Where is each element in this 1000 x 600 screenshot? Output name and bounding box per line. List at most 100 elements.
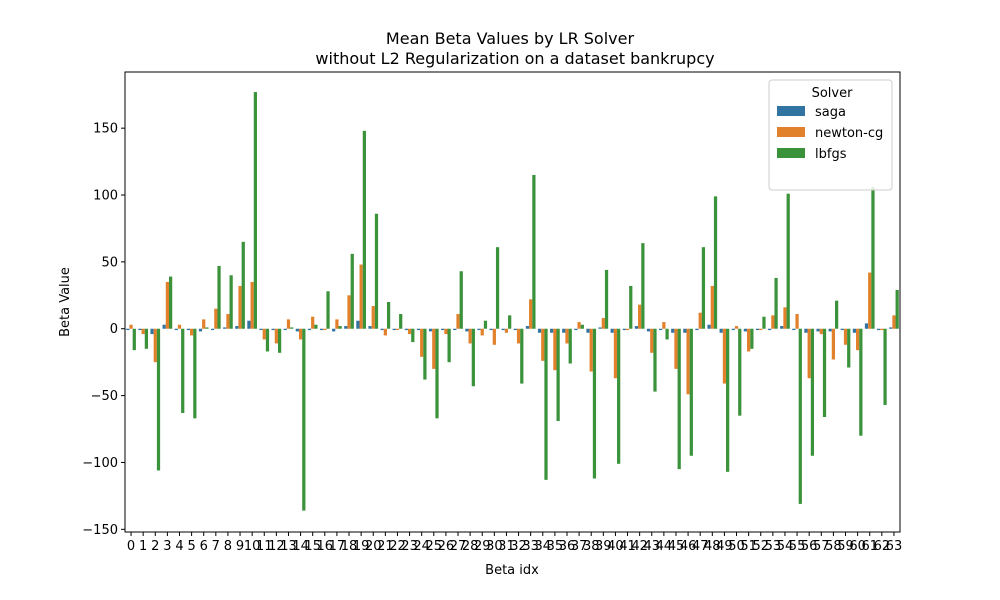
bar-newton-cg-63	[892, 315, 896, 329]
bar-newton-cg-46	[686, 328, 690, 395]
bar-lbfgs-14	[302, 328, 306, 511]
bar-lbfgs-18	[350, 253, 354, 329]
x-tick-label: 7	[212, 539, 220, 554]
chart-subtitle: without L2 Regularization on a dataset b…	[315, 49, 714, 68]
bar-newton-cg-43	[650, 328, 654, 353]
bar-newton-cg-2	[153, 328, 157, 363]
bar-newton-cg-37	[577, 322, 581, 329]
bar-lbfgs-48	[713, 196, 718, 329]
bar-newton-cg-23	[407, 328, 412, 335]
bar-saga-19	[356, 320, 360, 329]
bar-newton-cg-31	[504, 328, 509, 333]
x-tick-label: 18	[341, 539, 358, 554]
x-tick-label: 56	[801, 539, 818, 554]
bar-newton-cg-30	[492, 328, 496, 345]
bar-lbfgs-40	[617, 328, 621, 464]
x-tick-label: 21	[377, 539, 394, 554]
bar-lbfgs-25	[435, 328, 439, 419]
plot-frame	[124, 71, 901, 533]
bar-lbfgs-4	[181, 328, 185, 413]
bar-saga-49	[719, 328, 723, 333]
bar-saga-63	[889, 327, 893, 329]
legend-swatch-saga	[777, 106, 805, 116]
bar-lbfgs-30	[495, 247, 500, 329]
bar-newton-cg-0	[129, 324, 133, 329]
bar-lbfgs-10	[253, 92, 257, 329]
bar-newton-cg-18	[347, 295, 351, 329]
x-tick-label: 57	[813, 539, 830, 554]
x-tick-label: 52	[752, 539, 769, 554]
bar-saga-12	[271, 328, 275, 331]
x-tick-label: 10	[244, 539, 261, 554]
legend-label-lbfgs: lbfgs	[815, 147, 847, 162]
x-tick-label: 45	[668, 539, 685, 554]
y-tick-label: 100	[93, 189, 118, 204]
bar-lbfgs-46	[689, 328, 693, 456]
bar-newton-cg-24	[420, 328, 424, 357]
y-axis-label: Beta Value	[58, 267, 73, 337]
x-tick-label: 8	[224, 539, 232, 554]
y-axis-ticks: −150 −100 −50 0 50 100 150	[82, 122, 125, 538]
bar-lbfgs-32	[520, 328, 524, 384]
bar-newton-cg-32	[516, 328, 521, 344]
x-tick-label: 60	[849, 539, 866, 554]
x-tick-label: 3	[163, 539, 171, 554]
bar-saga-58	[828, 328, 832, 332]
bar-lbfgs-5	[193, 328, 197, 419]
bar-newton-cg-27	[456, 314, 460, 329]
bar-saga-61	[864, 323, 869, 329]
bar-lbfgs-34	[544, 328, 548, 480]
bar-lbfgs-15	[314, 324, 318, 329]
bar-saga-36	[562, 328, 566, 333]
x-tick-label: 35	[547, 539, 564, 554]
chart-title: Mean Beta Values by LR Solver	[386, 29, 635, 48]
bar-lbfgs-27	[459, 271, 463, 329]
bar-lbfgs-38	[592, 328, 597, 479]
x-tick-label: 46	[680, 539, 697, 554]
bar-saga-37	[574, 328, 578, 331]
bar-lbfgs-58	[835, 300, 839, 329]
bar-newton-cg-41	[625, 328, 630, 331]
bar-lbfgs-62	[883, 328, 887, 405]
x-tick-label: 30	[486, 539, 503, 554]
bar-saga-56	[804, 328, 808, 333]
bar-newton-cg-54	[783, 307, 787, 329]
x-tick-label: 19	[353, 539, 370, 554]
bar-saga-52	[755, 328, 760, 331]
x-tick-label: 5	[187, 539, 195, 554]
bar-lbfgs-37	[580, 324, 584, 329]
bar-lbfgs-60	[859, 328, 863, 436]
x-tick-label: 33	[522, 539, 539, 554]
bar-newton-cg-9	[238, 285, 242, 329]
bar-saga-44	[659, 328, 663, 331]
bar-lbfgs-35	[556, 328, 560, 422]
x-tick-label: 51	[740, 539, 757, 554]
bar-newton-cg-61	[868, 272, 872, 329]
bar-lbfgs-44	[665, 328, 669, 340]
bar-saga-57	[816, 328, 820, 332]
x-tick-label: 55	[789, 539, 806, 554]
y-tick-label: 150	[93, 122, 118, 137]
bar-newton-cg-3	[165, 281, 169, 329]
bar-saga-25	[428, 328, 433, 332]
bar-newton-cg-15	[311, 316, 315, 329]
bar-newton-cg-13	[286, 319, 291, 329]
bar-lbfgs-36	[568, 328, 572, 364]
bar-lbfgs-6	[205, 327, 209, 329]
bar-newton-cg-10	[250, 281, 254, 329]
bar-newton-cg-44	[662, 322, 666, 329]
bar-lbfgs-39	[604, 269, 609, 329]
bar-lbfgs-21	[386, 302, 391, 329]
x-tick-label: 6	[200, 539, 208, 554]
y-tick-label: −100	[82, 456, 118, 471]
x-tick-label: 37	[571, 539, 588, 554]
bar-lbfgs-43	[653, 328, 657, 392]
bar-newton-cg-5	[189, 328, 194, 336]
bar-newton-cg-34	[541, 328, 545, 361]
bar-newton-cg-39	[601, 318, 605, 329]
bar-lbfgs-29	[483, 320, 488, 329]
bar-lbfgs-55	[798, 328, 802, 504]
bar-lbfgs-41	[629, 285, 633, 329]
bar-saga-3	[162, 324, 166, 329]
x-tick-label: 38	[583, 539, 600, 554]
